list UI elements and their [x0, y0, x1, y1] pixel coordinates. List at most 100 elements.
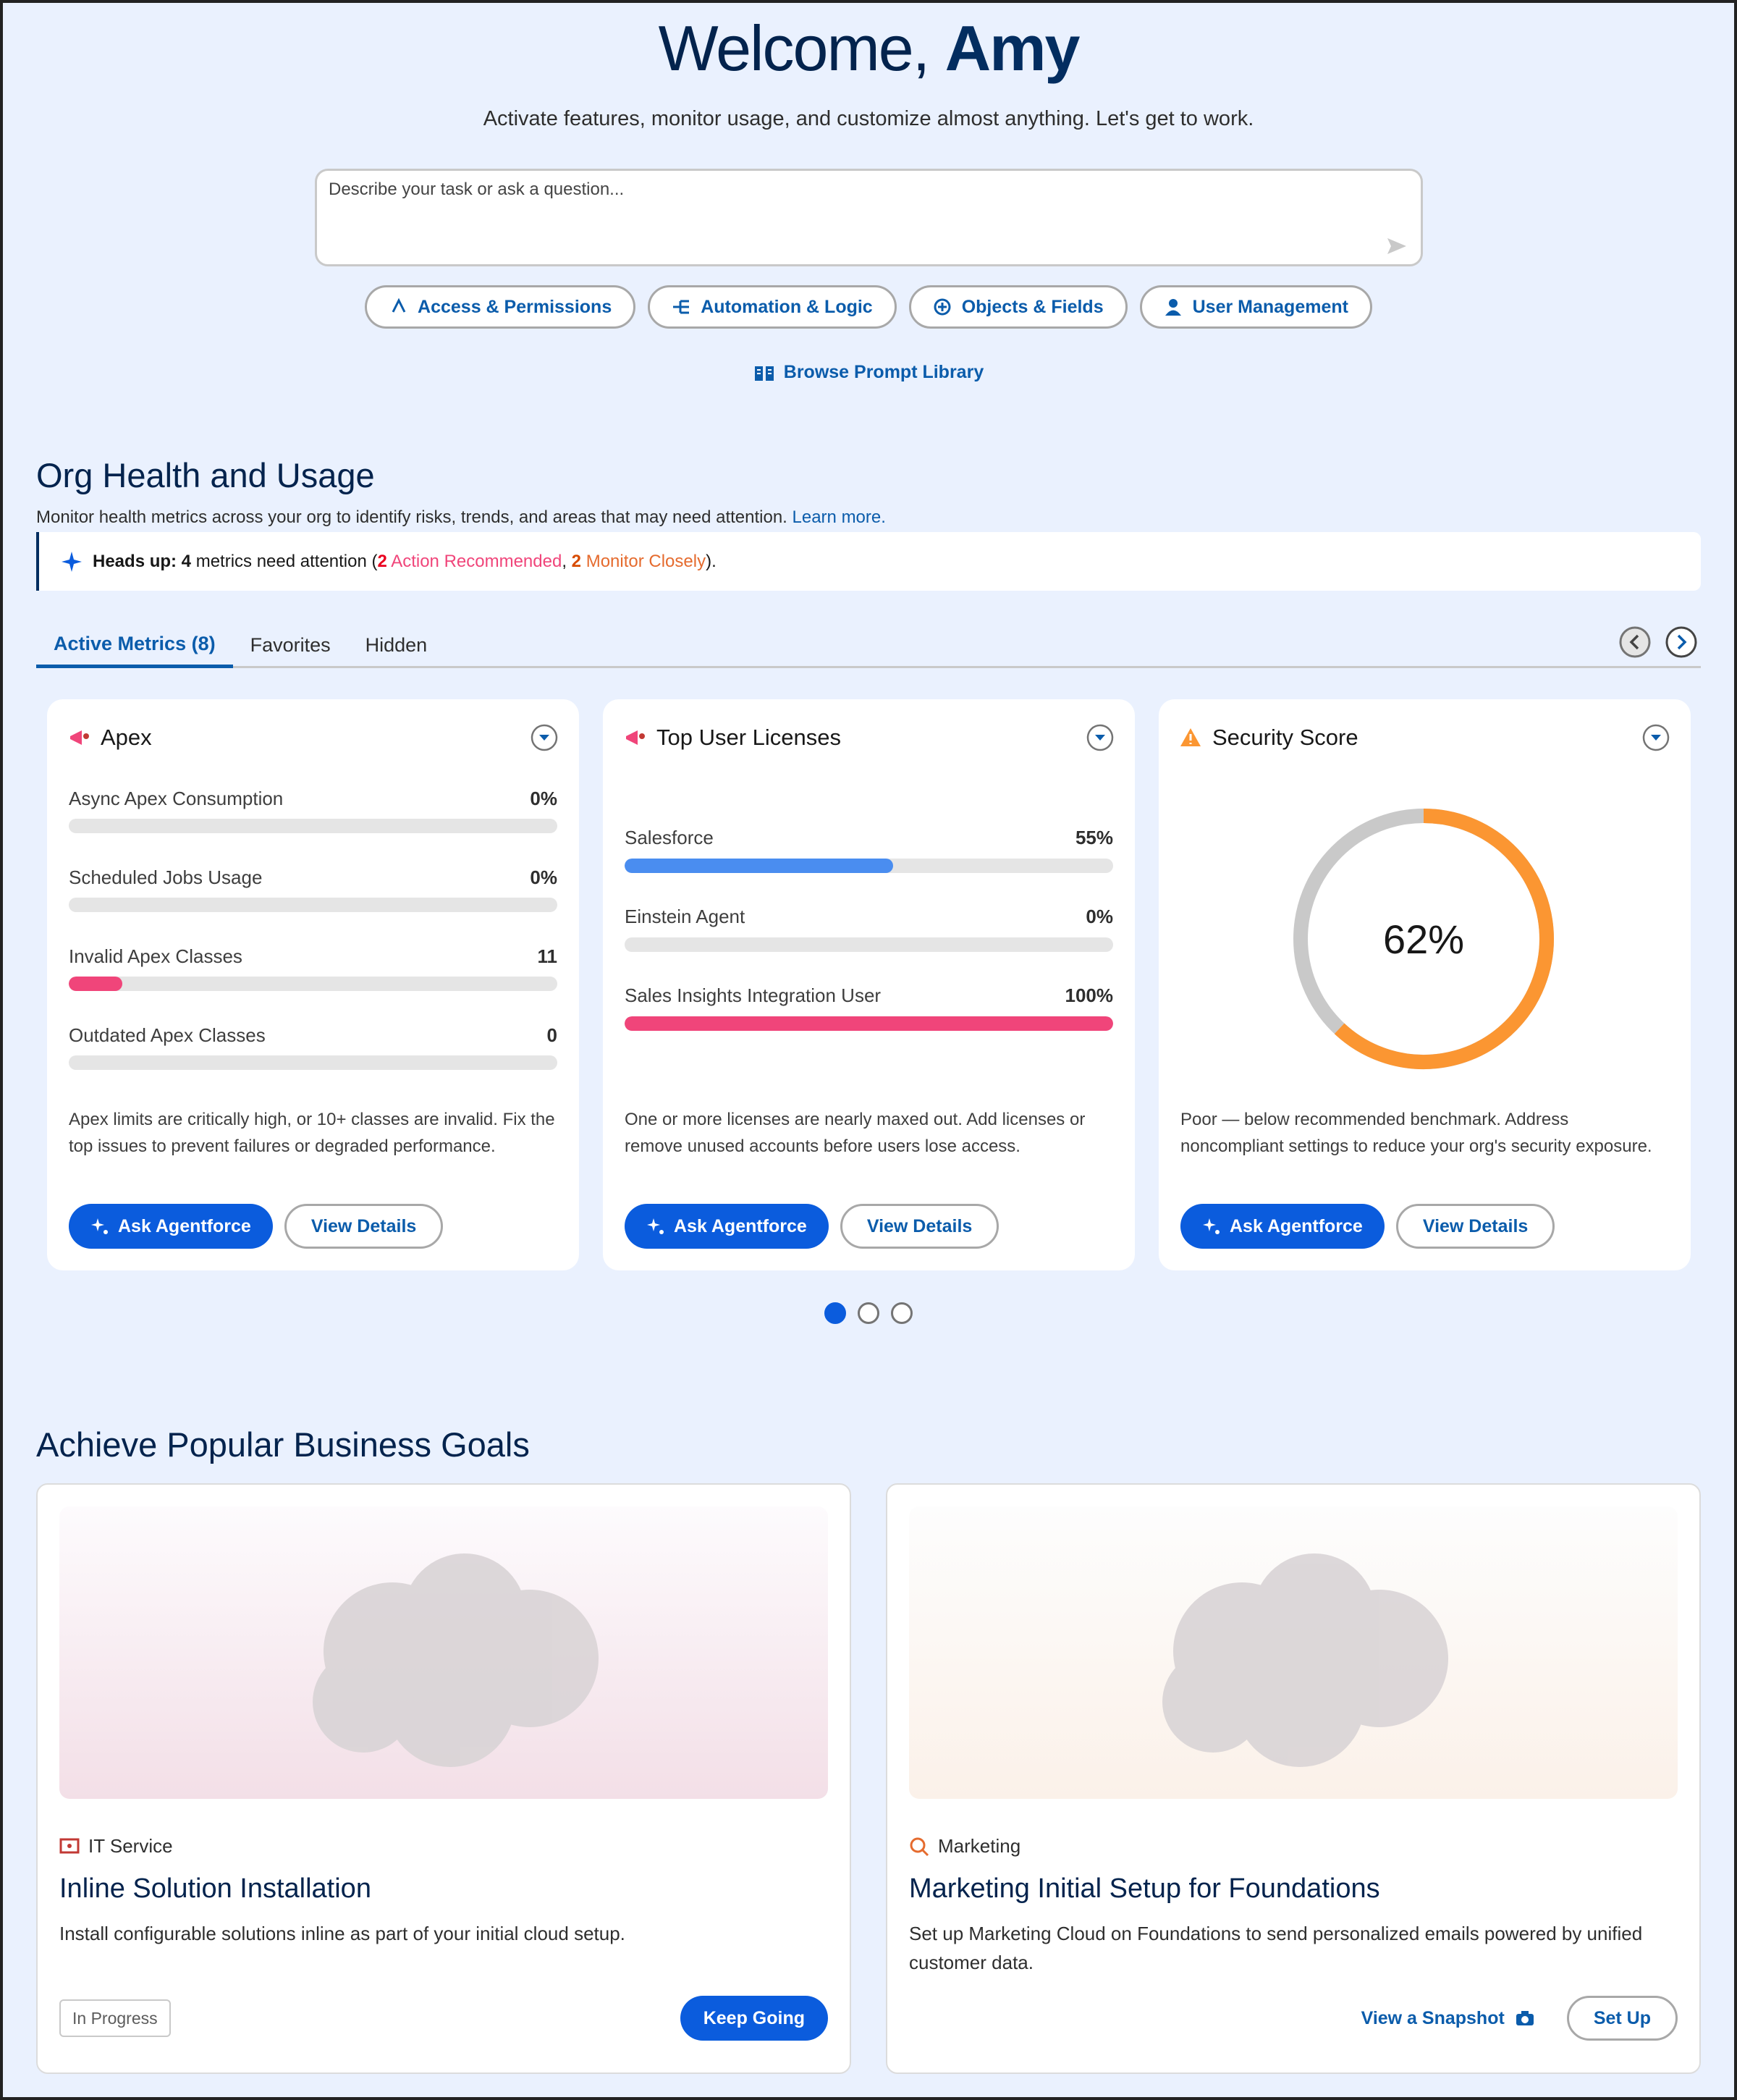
sparkle-icon [1202, 1217, 1221, 1236]
section-title: Org Health and Usage [36, 456, 375, 494]
metric-header: Scheduled Jobs Usage 0% [69, 861, 557, 893]
metric-row: Outdated Apex Classes 0 [69, 1019, 557, 1098]
card-header: Security Score [1179, 720, 1670, 756]
goal-image [59, 1506, 828, 1799]
chip-label: Objects & Fields [961, 296, 1104, 317]
goal-category: Marketing [909, 1835, 1020, 1857]
sparkle-icon [90, 1217, 109, 1236]
progress-track [625, 858, 1113, 873]
metric-value: 0 [546, 1024, 557, 1046]
next-arrow[interactable] [1665, 625, 1698, 659]
card-menu[interactable] [530, 723, 559, 752]
link-label: View a Snapshot [1361, 2007, 1505, 2028]
alert-text: metrics need attention ( [191, 551, 378, 571]
metric-row: Salesforce 55% [625, 822, 1113, 901]
gauge-label: 62% [1383, 916, 1464, 962]
chip-icon [933, 298, 952, 316]
tab-bar: Active Metrics (8) Favorites Hidden [36, 623, 1701, 668]
metric-header: Async Apex Consumption 0% [69, 783, 557, 814]
card-menu[interactable] [1086, 723, 1115, 752]
metric-card: Security Score 62% Poor — below recommende… [1159, 699, 1691, 1270]
send-icon[interactable] [1386, 237, 1408, 256]
alert-text: 4 [177, 551, 192, 571]
carousel-arrows [1618, 625, 1698, 659]
prompt-input[interactable]: Describe your task or ask a question... [315, 169, 1423, 266]
goal-actions: View a Snapshot Set Up [1361, 1996, 1678, 2041]
learn-more-link[interactable]: Learn more. [792, 507, 886, 527]
metric-rows: Async Apex Consumption 0% Scheduled Jobs U… [69, 779, 557, 1102]
metric-row: Sales Insights Integration User 100% [625, 980, 1113, 1059]
chip-label: Access & Permissions [418, 296, 612, 317]
tab[interactable]: Favorites [250, 634, 331, 656]
chip-label: User Management [1192, 296, 1348, 317]
card-icon [1179, 726, 1202, 749]
tab[interactable]: Active Metrics (8) [36, 623, 233, 668]
prompt-chip[interactable]: Objects & Fields [908, 285, 1128, 329]
card-description: Apex limits are critically high, or 10+ … [69, 1110, 555, 1156]
metric-label: Scheduled Jobs Usage [69, 866, 263, 888]
goal-status: In Progress [59, 1999, 171, 2037]
welcome-title: Welcome, Amy [3, 12, 1734, 85]
ask-agentforce-button[interactable]: Ask Agentforce [1180, 1204, 1385, 1249]
dot[interactable] [891, 1302, 913, 1324]
goal-description: Set up Marketing Cloud on Foundations to… [909, 1923, 1643, 1973]
alert-text: Monitor Closely [581, 551, 706, 571]
view-details-button[interactable]: View Details [840, 1204, 999, 1249]
metric-header: Sales Insights Integration User 100% [625, 980, 1113, 1012]
goal-card: Marketing Marketing Initial Setup for Fou… [886, 1483, 1701, 2074]
alert-banner: Heads up: 4 metrics need attention (2 Ac… [36, 532, 1701, 591]
alert-text: Action Recommended [386, 551, 562, 571]
card-icon [623, 726, 646, 749]
metric-card: Top User Licenses Salesforce 55% Einstein A… [603, 699, 1135, 1270]
prev-arrow[interactable] [1618, 625, 1652, 659]
metric-label: Async Apex Consumption [69, 787, 284, 809]
dot[interactable] [858, 1302, 879, 1324]
alert-text: ). [706, 551, 717, 571]
metric-row: Invalid Apex Classes 11 [69, 940, 557, 1019]
card-icon [67, 726, 90, 749]
alert-text: 2 [377, 551, 387, 571]
chip-icon [672, 298, 690, 316]
progress-fill [625, 1016, 1113, 1031]
dot[interactable] [824, 1302, 846, 1324]
user-name: Amy [944, 12, 1081, 84]
sparkle-icon [62, 551, 82, 572]
metric-value: 0% [1086, 906, 1113, 927]
tab[interactable]: Hidden [365, 634, 428, 656]
button-label: Ask Agentforce [1230, 1215, 1363, 1236]
metric-rows: Salesforce 55% Einstein Agent 0% Sales Insig… [625, 779, 1113, 1102]
category-icon [909, 1837, 929, 1857]
card-menu[interactable] [1641, 723, 1670, 752]
progress-track [69, 977, 557, 991]
prompt-chip[interactable]: Access & Permissions [365, 285, 636, 329]
ask-agentforce-button[interactable]: Ask Agentforce [625, 1204, 829, 1249]
metric-header: Outdated Apex Classes 0 [69, 1019, 557, 1051]
metric-label: Sales Insights Integration User [625, 984, 882, 1006]
metric-header: Salesforce 55% [625, 822, 1113, 854]
alert-text: Heads up: [93, 551, 177, 571]
view-details-button[interactable]: View Details [284, 1204, 444, 1249]
goal-image [909, 1506, 1678, 1799]
snapshot-link[interactable]: View a Snapshot [1361, 2008, 1535, 2029]
gauge-arc [1334, 809, 1554, 1069]
library-link[interactable]: Browse Prompt Library [3, 362, 1734, 383]
metric-header: Invalid Apex Classes 11 [69, 940, 557, 972]
goal-button[interactable]: Set Up [1566, 1996, 1678, 2041]
metric-label: Salesforce [625, 827, 714, 848]
metric-label: Invalid Apex Classes [69, 945, 242, 967]
progress-track [69, 819, 557, 833]
ask-agentforce-button[interactable]: Ask Agentforce [69, 1204, 273, 1249]
goal-button[interactable]: Keep Going [680, 1996, 828, 2041]
alert-text: 2 [571, 551, 582, 571]
view-details-button[interactable]: View Details [1395, 1204, 1555, 1249]
section-description: Monitor health metrics across your org t… [36, 507, 886, 528]
metric-value: 0% [530, 787, 557, 809]
prompt-chip[interactable]: Automation & Logic [648, 285, 897, 329]
prompt-chip[interactable]: User Management [1139, 285, 1372, 329]
chip-icon [389, 298, 407, 316]
sparkle-icon [646, 1217, 665, 1236]
card-buttons: Ask Agentforce View Details [1180, 1204, 1555, 1249]
metric-cards: Apex Async Apex Consumption 0% Scheduled Jo… [47, 699, 1691, 1270]
